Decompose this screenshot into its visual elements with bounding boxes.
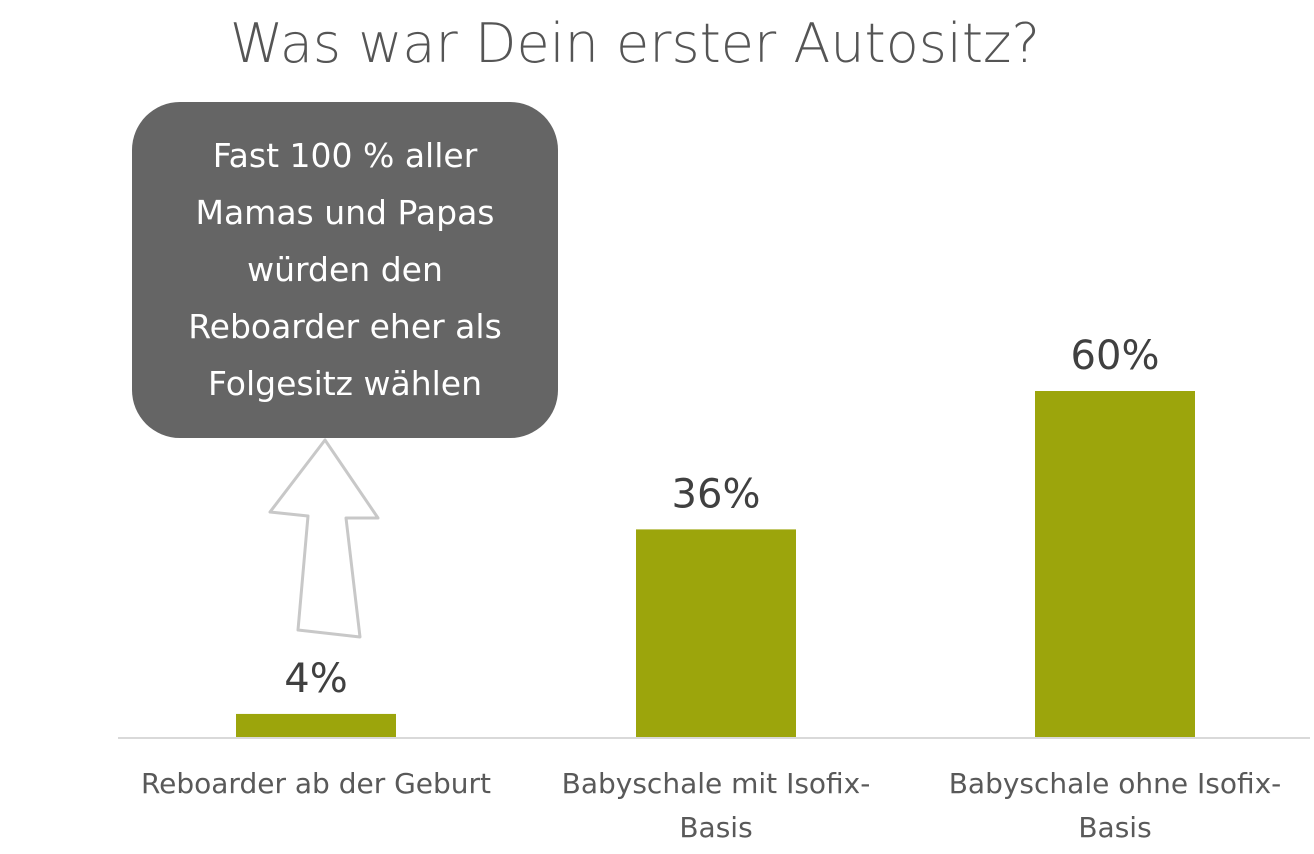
data-label: 60% [1071,333,1160,379]
x-tick-label: Reboarder ab der Geburt [126,762,506,806]
bar [236,713,396,737]
x-tick-label-line: Babyschale ohne Isofix- [948,767,1282,800]
annotation-callout: Fast 100 % aller Mamas und Papas würden … [132,102,558,438]
x-tick-label: Babyschale ohne Isofix- Basis [925,762,1305,850]
x-tick-label-line: Reboarder ab der Geburt [140,767,492,800]
x-tick-label-line: Babyschale mit Isofix- [561,767,871,800]
annotation-line: Reboarder eher als [188,307,502,346]
x-tick-label-line: Basis [679,811,753,844]
chart-title: Was war Dein erster Autositz? [229,12,1041,75]
annotation-line: Fast 100 % aller [212,136,478,175]
annotation-line: Mamas und Papas [195,193,495,232]
data-label: 36% [672,471,761,517]
bar [636,529,796,737]
bar [1035,391,1195,737]
up-arrow-icon [268,438,380,639]
x-tick-label: Babyschale mit Isofix- Basis [526,762,906,850]
data-label: 4% [284,656,347,702]
x-tick-label-line: Basis [1078,811,1152,844]
annotation-line: würden den [247,250,443,289]
annotation-line: Folgesitz wählen [207,364,483,403]
